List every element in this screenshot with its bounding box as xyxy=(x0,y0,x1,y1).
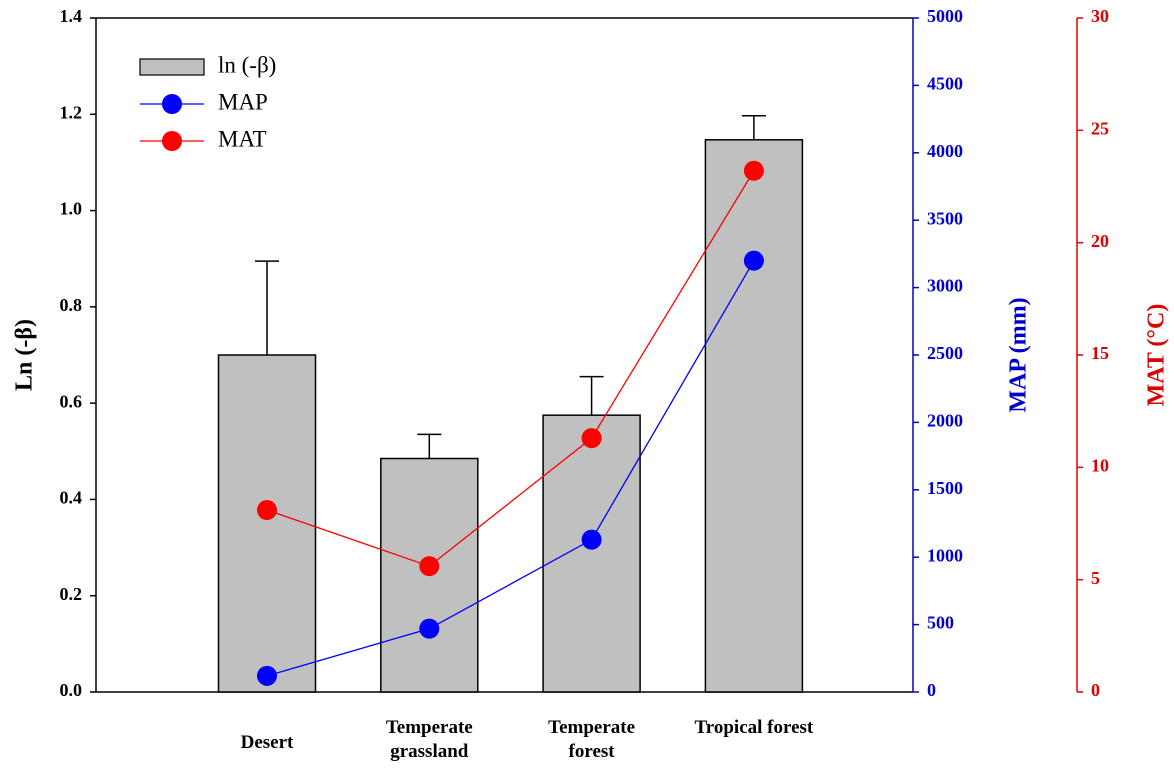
y-tick-label: 0.8 xyxy=(60,295,83,315)
bar xyxy=(704,139,804,693)
error-bar xyxy=(741,114,766,140)
legend-label: ln (-β) xyxy=(218,52,276,77)
line xyxy=(266,170,755,567)
legend-label: MAT xyxy=(218,126,267,151)
legend-marker xyxy=(162,94,182,114)
bar xyxy=(217,354,317,693)
y2-tick-label: 3500 xyxy=(927,208,963,228)
error-bar xyxy=(579,375,604,416)
bar xyxy=(542,414,641,693)
y-tick-label: 0.2 xyxy=(60,584,83,604)
y-tick-label: 0.0 xyxy=(60,680,83,700)
marker xyxy=(257,500,277,521)
y2-tick-label: 4000 xyxy=(927,141,963,161)
y2-axis-title: MAP (mm) xyxy=(1006,297,1032,412)
y2-tick-label: 2500 xyxy=(927,343,963,363)
error-bar xyxy=(417,433,442,459)
y2-tick-label: 1000 xyxy=(927,545,963,565)
y-tick-label: 1.2 xyxy=(60,102,83,122)
y2-tick-label: 5000 xyxy=(927,6,963,26)
x-tick-label: Desert xyxy=(240,732,294,753)
marker xyxy=(743,160,764,181)
y3-tick-label: 0 xyxy=(1091,680,1100,700)
error-bar xyxy=(255,260,279,355)
marker xyxy=(419,618,440,639)
legend-marker xyxy=(162,131,182,151)
legend-label: MAP xyxy=(218,89,268,114)
x-tick-label: Tropical forest xyxy=(694,717,814,738)
marker xyxy=(581,428,602,449)
y2-tick-label: 4500 xyxy=(927,74,963,94)
line xyxy=(266,260,755,677)
x-tick-label: Temperate forest xyxy=(548,717,636,762)
marker xyxy=(419,556,440,577)
y3-axis-title: MAT (°C) xyxy=(1144,304,1170,407)
y-tick-label: 1.4 xyxy=(60,6,83,26)
legend-swatch xyxy=(139,58,205,76)
y3-tick-label: 25 xyxy=(1091,118,1109,138)
y3-tick-label: 20 xyxy=(1091,231,1109,251)
marker xyxy=(257,665,277,686)
y2-tick-label: 3000 xyxy=(927,276,963,296)
y2-tick-label: 500 xyxy=(927,613,954,633)
marker xyxy=(743,250,764,271)
x-tick-label: Temperate grassland xyxy=(385,717,473,762)
y3-tick-label: 5 xyxy=(1091,568,1100,588)
y3-tick-label: 10 xyxy=(1091,455,1109,475)
y-axis-title: Ln (-β) xyxy=(12,319,38,391)
y-tick-label: 1.0 xyxy=(60,199,83,219)
y2-tick-label: 1500 xyxy=(927,478,963,498)
y2-tick-label: 2000 xyxy=(927,411,963,431)
y2-tick-label: 0 xyxy=(927,680,936,700)
y3-tick-label: 15 xyxy=(1091,343,1109,363)
y3-tick-label: 30 xyxy=(1091,6,1109,26)
marker xyxy=(581,529,602,550)
y-tick-label: 0.6 xyxy=(60,391,83,411)
y-tick-label: 0.4 xyxy=(60,488,83,508)
